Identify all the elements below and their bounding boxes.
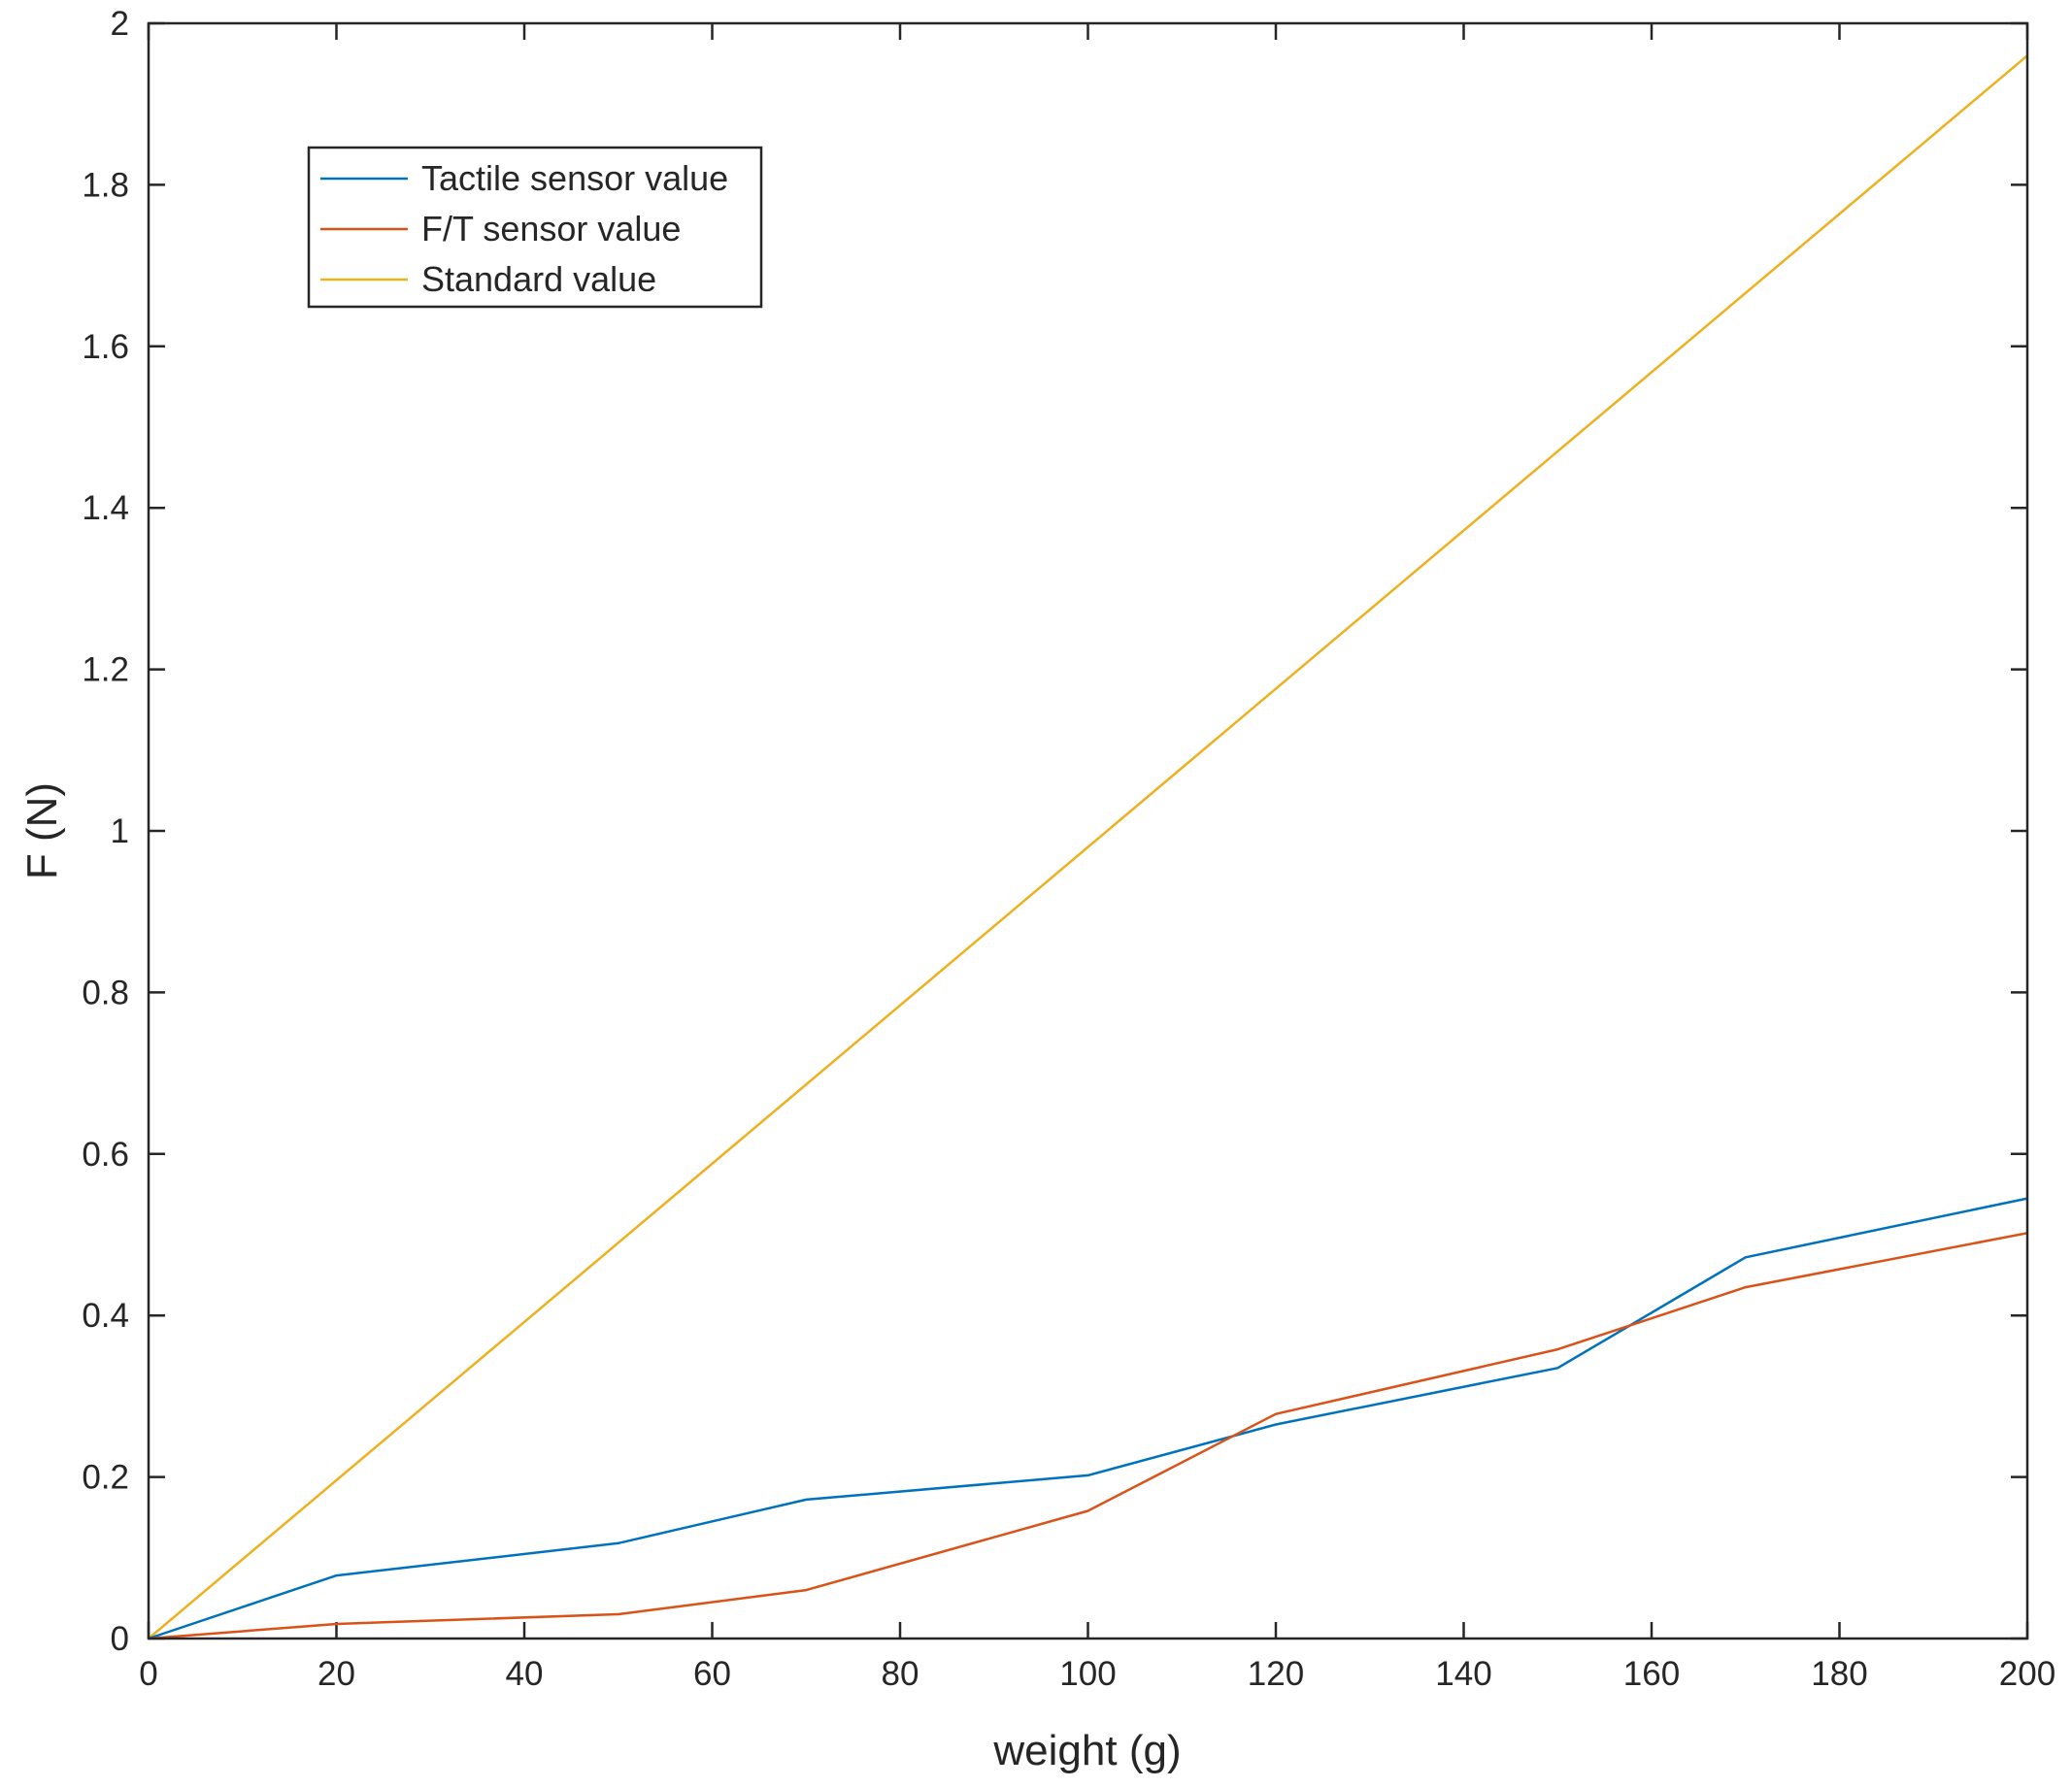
- y-tick-label: 1.6: [82, 328, 129, 366]
- series-layer: [148, 54, 2028, 1640]
- y-tick-label: 1: [111, 812, 129, 850]
- x-tick-label: 200: [1999, 1655, 2055, 1693]
- y-tick-label: 2: [111, 5, 129, 43]
- y-tick-label: 0: [111, 1620, 129, 1658]
- series-line-1: [148, 1232, 2028, 1640]
- x-tick-label: 120: [1248, 1655, 1304, 1693]
- x-axis-ticks: 0 20 40 60 80 100 120 140 160 180 200: [139, 23, 2055, 1693]
- x-tick-label: 0: [139, 1655, 157, 1693]
- x-tick-label: 140: [1435, 1655, 1491, 1693]
- x-tick-label: 180: [1811, 1655, 1867, 1693]
- y-tick-label: 1.8: [82, 166, 129, 204]
- x-tick-label: 100: [1059, 1655, 1116, 1693]
- x-tick-label: 20: [317, 1655, 355, 1693]
- y-tick-label: 0.4: [82, 1297, 129, 1335]
- legend-entry-label: Tactile sensor value: [421, 158, 728, 198]
- y-tick-label: 1.2: [82, 651, 129, 689]
- series-line-2: [148, 54, 2028, 1639]
- y-tick-label: 0.8: [82, 974, 129, 1011]
- legend-entry-label: Standard value: [421, 259, 656, 299]
- y-axis-ticks: 0 0.2 0.4 0.6 0.8 1 1.2 1.4 1.6 1.8 2: [82, 5, 2027, 1658]
- legend-entry-label: F/T sensor value: [421, 209, 681, 248]
- plot-frame: [147, 21, 2029, 1640]
- y-tick-label: 0.6: [82, 1136, 129, 1174]
- y-tick-label: 1.4: [82, 489, 129, 527]
- x-tick-label: 40: [506, 1655, 544, 1693]
- y-axis-label: F (N): [18, 782, 66, 879]
- x-tick-label: 160: [1623, 1655, 1680, 1693]
- x-axis-label: weight (g): [992, 1727, 1181, 1774]
- series-line-0: [148, 1197, 2028, 1640]
- legend: Tactile sensor value F/T sensor value Stan…: [307, 146, 763, 309]
- y-tick-label: 0.2: [82, 1459, 129, 1497]
- x-tick-label: 60: [693, 1655, 731, 1693]
- x-tick-label: 80: [882, 1655, 919, 1693]
